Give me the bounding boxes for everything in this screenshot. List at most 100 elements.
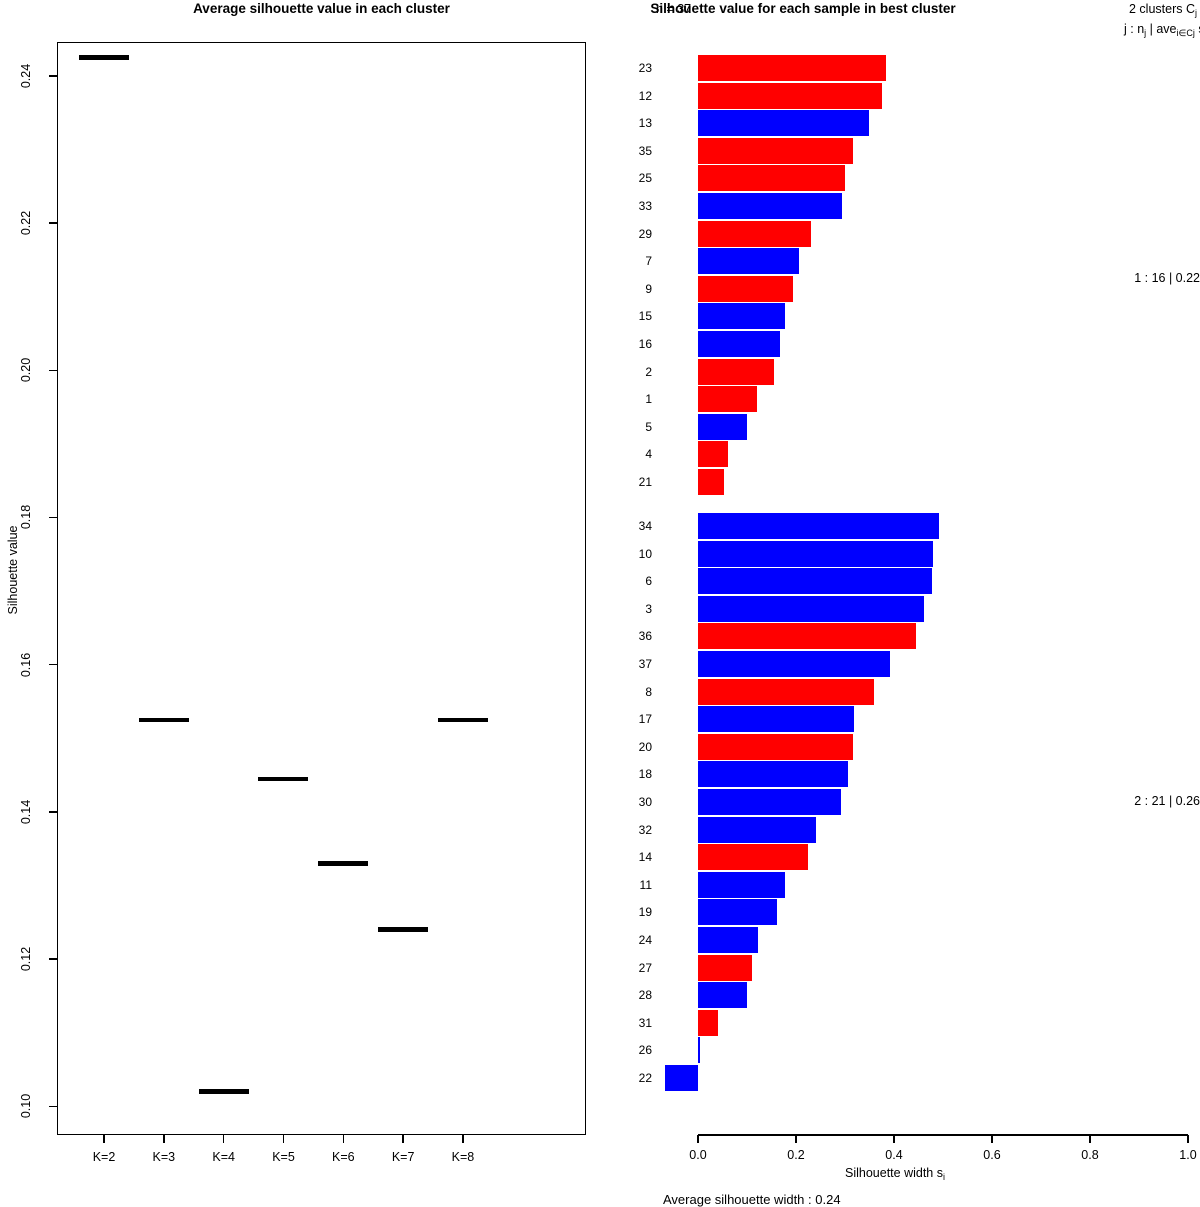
silhouette-layer: 23 12 13 35 25 33 29 7 9 15 16 2 1 5 4 21 34 10 6 3 36 37 8 17 2…: [600, 0, 1200, 1200]
sample-label: 28: [638, 988, 652, 1003]
avg-value-marker: [79, 55, 129, 60]
sample-label: 30: [638, 795, 652, 809]
x-tick-mark: [1187, 1135, 1189, 1143]
sample-label: 21: [638, 475, 652, 489]
x-tick-label: K=4: [212, 1150, 235, 1164]
y-tick-label: 0.12: [19, 946, 33, 972]
sample-label: 14: [638, 850, 652, 865]
avg-value-marker: [318, 861, 369, 866]
silhouette-bar: [698, 568, 932, 595]
sample-label: 16: [638, 337, 652, 351]
silhouette-bar: [698, 927, 759, 953]
silhouette-bar: [698, 816, 817, 843]
y-tick-label: 0.24: [19, 63, 33, 89]
formula-text-2: | ave: [1146, 22, 1177, 36]
avg-value-marker: [258, 776, 309, 781]
silhouette-bar: [698, 248, 800, 275]
silhouette-bar: [698, 899, 778, 926]
x-tick-label: 0.2: [787, 1148, 805, 1162]
x-tick-label: 0.4: [885, 1148, 903, 1162]
sample-label: 7: [645, 254, 652, 269]
sample-label: 24: [638, 933, 652, 947]
sample-label: 9: [645, 281, 652, 296]
x-tick-mark: [462, 1135, 464, 1143]
sample-label: 11: [639, 877, 652, 892]
silhouette-bar: [698, 441, 729, 468]
x-tick-label: 0.6: [983, 1148, 1001, 1162]
silhouette-bar: [664, 1065, 698, 1091]
sample-label: 26: [638, 1043, 652, 1058]
silhouette-bar: [698, 331, 781, 357]
silhouette-bar: [698, 595, 924, 622]
sample-label: 20: [638, 739, 652, 754]
silhouette-bar: [698, 358, 775, 385]
silhouette-bar: [698, 110, 869, 137]
sample-label: 35: [638, 143, 652, 158]
cluster-1-summary: 1 : 16 | 0.22: [1134, 271, 1200, 285]
x-tick-mark: [991, 1135, 993, 1143]
x-tick-mark: [222, 1135, 225, 1143]
silhouette-bar: [698, 413, 747, 440]
sample-label: 32: [638, 822, 652, 837]
silhouette-bar: [698, 706, 855, 733]
silhouette-bar: [698, 193, 843, 219]
y-tick-mark: [49, 222, 57, 224]
x-tick-label: K=5: [272, 1150, 295, 1164]
clusters-header-text: 2 clusters C: [1129, 2, 1195, 16]
sample-label: 18: [638, 767, 652, 782]
silhouette-bar: [698, 789, 842, 815]
y-tick-mark: [49, 369, 57, 372]
x-tick-mark: [342, 1135, 345, 1143]
sample-label: 27: [638, 960, 652, 975]
avg-chart-layer: 0.10 0.12 0.14 0.16 0.18 0.20 0.22 0.24 K=2 K=3 K=…: [0, 0, 600, 1200]
y-tick-mark: [49, 1105, 57, 1108]
sample-label: 17: [638, 712, 652, 727]
x-tick-mark: [282, 1135, 285, 1143]
x-tick-label: 0.8: [1081, 1148, 1099, 1162]
avg-value-marker: [378, 927, 429, 932]
x-tick-label: K=8: [451, 1150, 475, 1164]
clusters-header-sub: j: [1195, 8, 1197, 18]
silhouette-bar: [698, 982, 748, 1009]
y-tick-label: 0.22: [19, 210, 33, 236]
silhouette-bar: [698, 82, 882, 109]
y-tick-label: 0.20: [19, 358, 33, 383]
x-tick-label: K=3: [152, 1150, 176, 1164]
y-tick-mark: [49, 811, 57, 813]
y-tick-mark: [49, 75, 57, 77]
sample-label: 25: [638, 171, 652, 186]
y-tick-label: 0.18: [19, 505, 33, 530]
x-tick-label: K=6: [332, 1150, 355, 1164]
clusters-header-line2: j : nj | avei∈Cj si: [1124, 22, 1200, 39]
sample-label: 36: [638, 629, 652, 644]
sample-label: 34: [638, 519, 652, 533]
x-tick-label: 0.0: [689, 1148, 707, 1162]
silhouette-bar: [698, 137, 853, 164]
silhouette-bar: [698, 733, 854, 760]
y-tick-label: 0.14: [19, 799, 33, 825]
sample-label: 13: [638, 116, 652, 131]
silhouette-bar: [698, 275, 793, 302]
x-tick-mark: [1089, 1135, 1091, 1143]
sample-label: 5: [645, 419, 652, 434]
silhouette-bar: [698, 678, 875, 705]
y-tick-mark: [49, 516, 57, 519]
sample-label: 3: [645, 601, 652, 616]
cluster-2-summary: 2 : 21 | 0.26: [1134, 794, 1200, 808]
avg-chart-title: Average silhouette value in each cluster: [193, 1, 450, 16]
x-tick-mark: [163, 1135, 165, 1143]
x-tick-mark: [103, 1135, 105, 1143]
silhouette-bar: [698, 954, 753, 981]
x-axis-label: Silhouette width si: [750, 1166, 1040, 1182]
avg-silhouette-chart: Average silhouette value in each cluster…: [0, 0, 600, 1200]
silhouette-bar: [698, 844, 809, 871]
silhouette-bar: [698, 513, 939, 539]
x-tick-label: 1.0: [1179, 1148, 1197, 1162]
x-axis-line: [698, 1134, 1188, 1136]
sample-label: 33: [638, 199, 652, 213]
clusters-header-line1: 2 clusters Cj: [1090, 2, 1197, 18]
sample-label: 2: [645, 364, 652, 379]
x-tick-mark: [402, 1135, 404, 1143]
silhouette-bar: [698, 55, 887, 81]
y-tick-label: 0.16: [19, 652, 33, 677]
